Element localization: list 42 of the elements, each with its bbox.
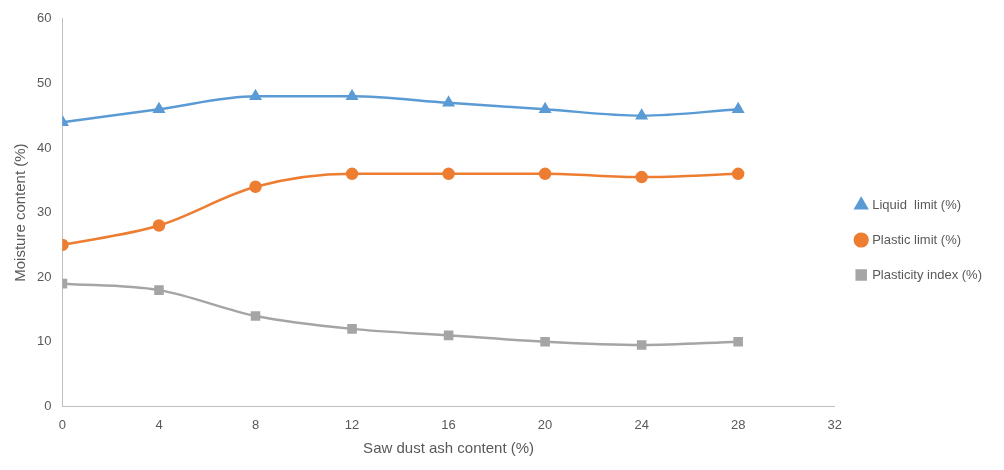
y-tick-label: 50 bbox=[36, 74, 52, 90]
point bbox=[636, 109, 648, 120]
x-tick-label: 0 bbox=[58, 416, 67, 432]
x-tick-label: 24 bbox=[634, 416, 649, 432]
y-axis-title: Moisture content (%) bbox=[11, 143, 29, 282]
point bbox=[153, 102, 165, 113]
point bbox=[154, 285, 164, 295]
point bbox=[635, 170, 648, 184]
legend-label: Plasticity index (%) bbox=[872, 266, 982, 282]
point bbox=[732, 102, 744, 113]
point bbox=[731, 167, 745, 181]
point bbox=[539, 102, 551, 113]
point bbox=[249, 90, 262, 101]
x-tick-label: 8 bbox=[251, 416, 260, 432]
point bbox=[636, 340, 647, 350]
x-tick-label: 20 bbox=[537, 416, 553, 432]
legend-label: Liquid limit (%) bbox=[872, 196, 962, 212]
x-tick-label: 28 bbox=[730, 416, 746, 432]
y-tick-label: 0 bbox=[44, 397, 52, 413]
legend-label: Plastic limit (%) bbox=[872, 231, 962, 247]
y-tick-label: 10 bbox=[36, 333, 52, 349]
point bbox=[249, 180, 262, 194]
x-tick-label: 12 bbox=[344, 416, 360, 432]
x-tick-label: 32 bbox=[827, 416, 842, 432]
y-tick-label: 20 bbox=[36, 268, 52, 284]
y-tick-label: 30 bbox=[36, 204, 52, 220]
y-tick-label: 60 bbox=[36, 10, 52, 26]
point bbox=[540, 337, 550, 347]
point bbox=[443, 96, 455, 107]
point bbox=[250, 311, 261, 321]
point bbox=[538, 167, 552, 181]
y-tick-label: 40 bbox=[36, 139, 52, 155]
point bbox=[733, 337, 743, 347]
x-axis-title: Saw dust ash content (%) bbox=[363, 439, 535, 457]
x-tick-label: 4 bbox=[155, 416, 163, 432]
point bbox=[152, 219, 166, 232]
point bbox=[347, 324, 357, 334]
point bbox=[443, 330, 454, 341]
point bbox=[345, 167, 359, 181]
x-tick-label: 16 bbox=[441, 416, 456, 432]
point bbox=[442, 167, 455, 181]
point bbox=[346, 90, 358, 101]
